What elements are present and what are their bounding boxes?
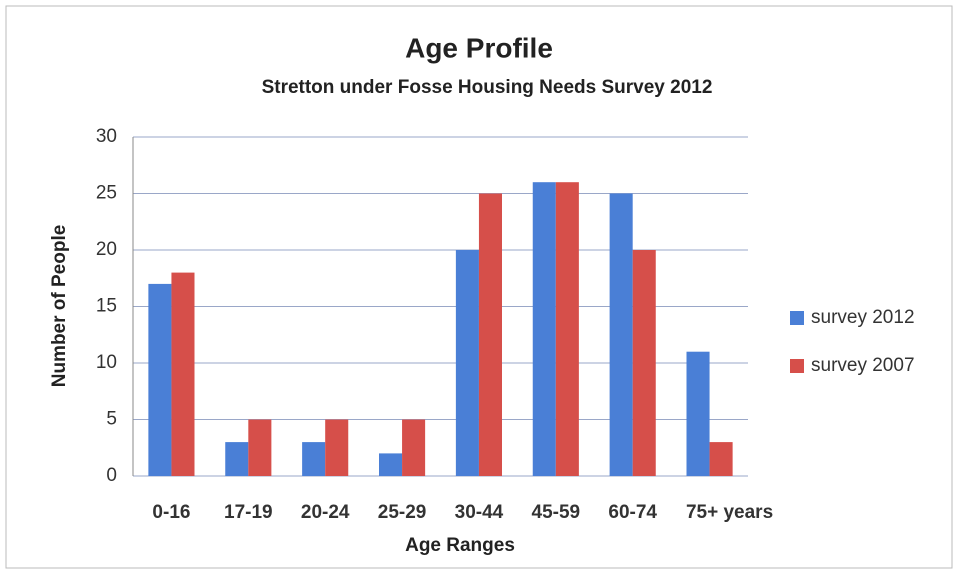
- y-tick-label: 20: [96, 239, 117, 260]
- x-tick-label: 45-59: [532, 502, 581, 523]
- legend-swatch: [790, 359, 804, 373]
- bar: [225, 442, 249, 476]
- x-tick-label: 60-74: [608, 502, 657, 523]
- x-tick-label: 0-16: [152, 502, 190, 523]
- y-tick-label: 10: [96, 352, 117, 373]
- bar: [686, 351, 710, 476]
- bar: [402, 419, 426, 476]
- bar: [478, 193, 502, 476]
- bar: [171, 272, 195, 476]
- bar: [455, 250, 479, 476]
- bar: [532, 182, 556, 476]
- x-axis-label: Age Ranges: [405, 535, 515, 556]
- bar: [248, 419, 272, 476]
- bar: [609, 193, 633, 476]
- bar: [379, 453, 403, 476]
- y-axis-label: Number of People: [49, 225, 70, 388]
- bar: [302, 442, 326, 476]
- x-tick-label: 20-24: [301, 502, 350, 523]
- bar: [709, 442, 733, 476]
- chart-title: Age Profile: [405, 32, 553, 63]
- bar: [632, 250, 656, 476]
- y-tick-label: 15: [96, 296, 117, 317]
- x-tick-label: 17-19: [224, 502, 273, 523]
- bar: [555, 182, 579, 476]
- y-tick-label: 5: [106, 409, 117, 430]
- y-tick-label: 30: [96, 126, 117, 147]
- legend-label: survey 2007: [811, 355, 915, 376]
- bar: [325, 419, 349, 476]
- x-tick-label: 25-29: [378, 502, 427, 523]
- legend-swatch: [790, 311, 804, 325]
- legend-label: survey 2012: [811, 307, 915, 328]
- bar: [148, 283, 172, 476]
- y-tick-label: 25: [96, 183, 117, 204]
- x-tick-label: 75+ years: [686, 502, 773, 523]
- x-tick-label: 30-44: [455, 502, 504, 523]
- chart-subtitle: Stretton under Fosse Housing Needs Surve…: [262, 77, 713, 98]
- y-tick-label: 0: [106, 465, 117, 486]
